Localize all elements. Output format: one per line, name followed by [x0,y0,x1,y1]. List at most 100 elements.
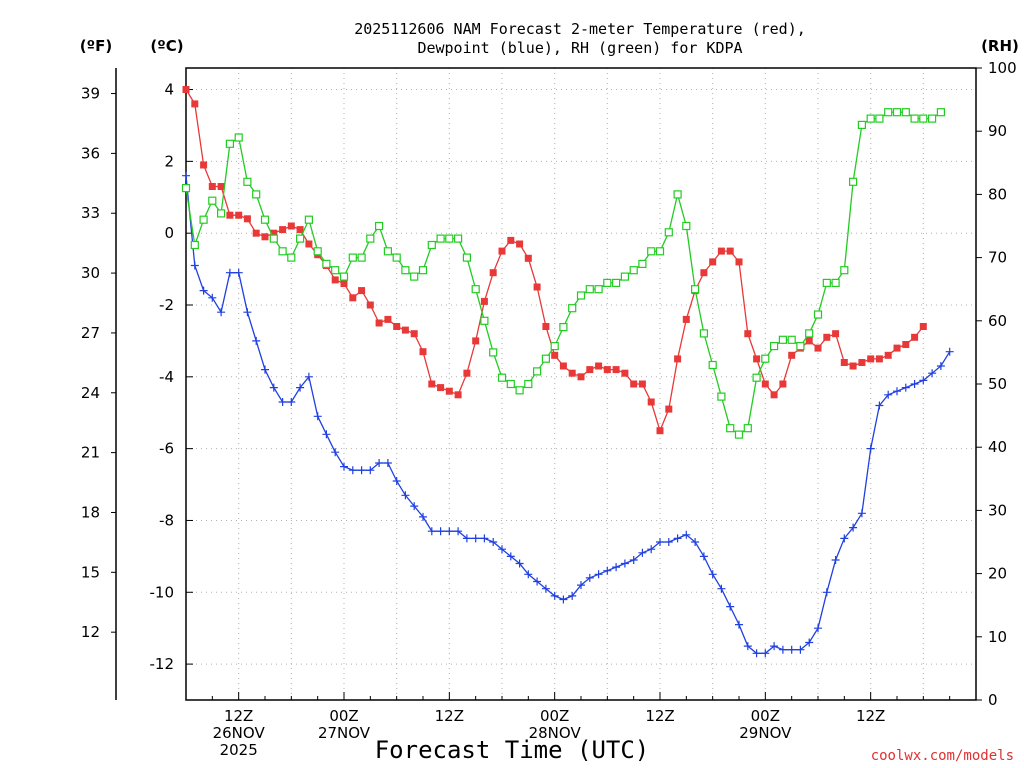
rh-tick-label: 60 [988,312,1007,330]
temperature-point [270,229,278,237]
rh-tick-label: 30 [988,501,1007,519]
gridlines [186,68,976,700]
dewpoint-point [348,466,357,475]
temperature-point [217,183,225,190]
x-tick-label: 27NOV [318,724,371,742]
x-tick-label: 29NOV [739,724,792,742]
dewpoint-point [594,570,603,579]
dewpoint-point [814,624,822,633]
f-tick-label: 24 [81,384,100,402]
dewpoint-point [691,538,700,546]
dewpoint-point [383,459,392,467]
rh-point [436,234,445,243]
temperature-point [647,398,655,406]
dewpoint-point [620,559,629,568]
rh-point [366,234,375,243]
dewpoint-point [278,398,287,406]
rh-point [392,253,401,262]
rh-point [603,278,612,287]
c-tick-label: 0 [164,224,174,242]
dewpoint-point [410,502,419,511]
temperature-point [577,373,585,381]
dewpoint-point [480,534,489,543]
rh-point [726,424,735,433]
temperature-line [185,89,924,433]
x-tick-label: 28NOV [529,724,582,742]
rh-point [348,253,357,262]
dewpoint-point [717,584,726,593]
temperature-point [208,183,216,190]
temperature-point [858,359,866,366]
rh-point [190,240,199,250]
rh-point [243,177,252,186]
unit-label-c: (ºC) [150,37,183,55]
c-tick-label: -10 [150,583,175,601]
x-tick-label: 00Z [540,707,569,725]
rh-point [576,291,586,300]
dewpoint-point [612,563,621,572]
axes-ticks: 420-2-4-6-8-10-1239363330272421181512100… [81,59,1017,759]
rh-point [287,253,296,262]
temperature-point [682,315,690,323]
temperature-point [489,269,497,277]
temperature-point [832,330,840,338]
temperature-point [287,222,295,230]
rh-point [708,360,717,370]
temperature-point [393,323,401,330]
temperature-point [753,355,761,363]
rh-point [506,379,515,389]
dewpoint-point [498,545,506,554]
rh-point [734,430,744,439]
temperature-point [867,355,875,363]
temperature-point [472,337,480,345]
rh-line [185,111,942,436]
dewpoint-point [893,387,901,396]
dewpoint-point [454,527,463,536]
temperature-point [612,366,620,374]
unit-label-f: (ºF) [80,37,112,55]
rh-point [787,335,796,344]
c-tick-label: -2 [159,296,174,314]
temperature-point [507,236,515,244]
dewpoint-point [541,584,550,593]
rh-point [910,114,919,123]
rh-point [410,272,419,281]
f-tick-label: 39 [81,85,100,103]
dewpoint-point [489,538,498,546]
temperature-point [568,369,576,377]
temperature-point [805,337,813,345]
rh-point [568,304,577,313]
dewpoint-point [822,588,831,597]
rh-point [199,215,208,224]
dewpoint-point [638,548,647,557]
dewpoint-point [304,372,313,381]
temperature-point [375,319,383,327]
dewpoint-point [585,573,594,582]
c-tick-label: -12 [150,655,175,673]
rh-point [822,278,831,287]
rh-point [717,392,726,401]
dewpoint-point [427,527,436,536]
dewpoint-point [857,509,866,518]
dewpoint-point [901,383,910,392]
dewpoint-point [664,538,673,546]
temperature-point [349,294,357,302]
dewpoint-point [208,293,217,302]
temperature-point [226,211,234,219]
dewpoint-point [331,448,340,457]
rh-point [304,215,313,224]
temperature-point [875,355,883,363]
x-tick-label: 2025 [220,741,258,759]
temperature-point [638,380,646,388]
x-tick-label: 12Z [435,707,464,725]
temperature-point [744,330,752,338]
dewpoint-point [866,444,875,453]
dewpoint-line [185,175,951,654]
dewpoint-point [787,645,796,654]
temperature-point [533,283,541,291]
rh-point [454,234,463,243]
dewpoint-point [778,645,787,654]
dewpoint-point [401,491,410,500]
rh-point [225,139,234,148]
